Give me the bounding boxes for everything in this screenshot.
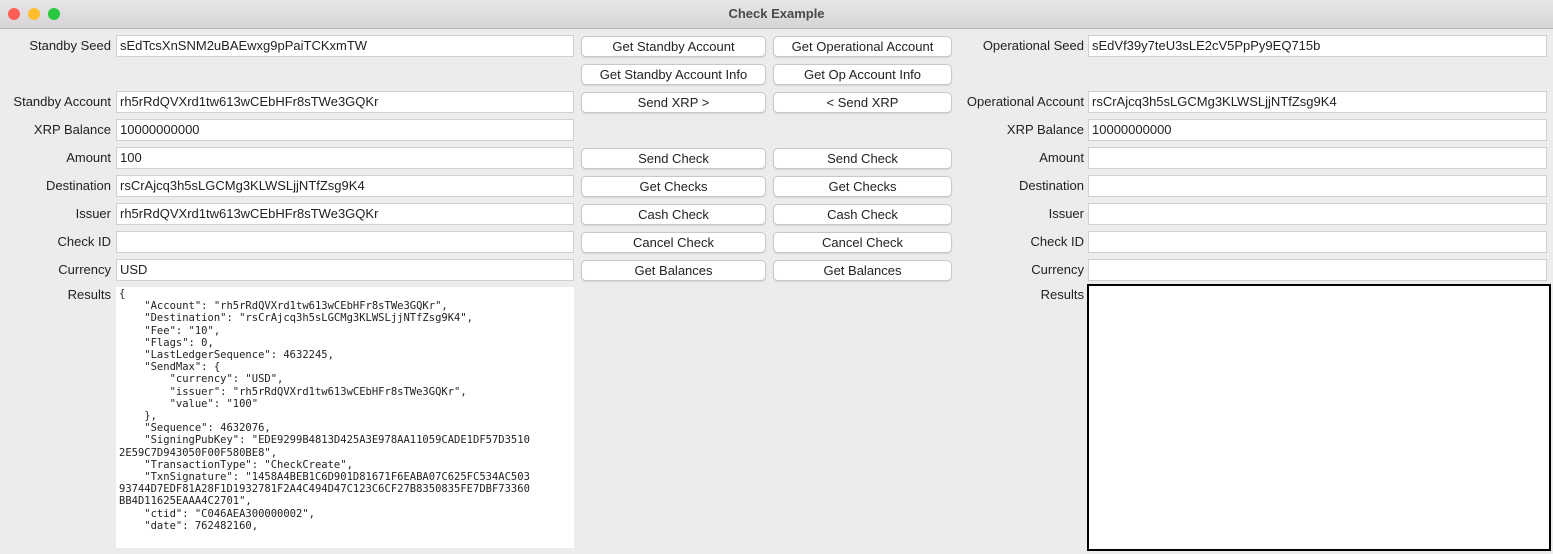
standby-checkid-label: Check ID [57,234,111,249]
op-get-balances-button[interactable]: Get Balances [773,260,952,281]
standby-currency-label: Currency [58,262,111,277]
minimize-window-button[interactable] [28,8,40,20]
operational-account-input[interactable]: rsCrAjcq3h5sLGCMg3KLWSLjjNTfZsg9K4 [1088,91,1547,113]
operational-destination-input[interactable] [1088,175,1547,197]
close-window-button[interactable] [8,8,20,20]
operational-seed-input[interactable]: sEdVf39y7teU3sLE2cV5PpPy9EQ715b [1088,35,1547,57]
sb-cancel-check-button[interactable]: Cancel Check [581,232,766,253]
window-title: Check Example [728,6,825,21]
operational-issuer-label: Issuer [1048,206,1084,221]
send-xrp-left-button[interactable]: < Send XRP [773,92,952,113]
operational-checkid-input[interactable] [1088,231,1547,253]
standby-destination-input[interactable]: rsCrAjcq3h5sLGCMg3KLWSLjjNTfZsg9K4 [116,175,574,197]
standby-account-input[interactable]: rh5rRdQVXrd1tw613wCEbHFr8sTWe3GQKr [116,91,574,113]
operational-amount-input[interactable] [1088,147,1547,169]
sb-get-checks-button[interactable]: Get Checks [581,176,766,197]
op-send-check-button[interactable]: Send Check [773,148,952,169]
standby-currency-input[interactable]: USD [116,259,574,281]
operational-balance-label: XRP Balance [1006,122,1084,137]
standby-destination-label: Destination [45,178,111,193]
operational-currency-input[interactable] [1088,259,1547,281]
op-get-checks-button[interactable]: Get Checks [773,176,952,197]
standby-account-label: Standby Account [13,94,111,109]
standby-seed-label: Standby Seed [29,38,111,53]
operational-currency-label: Currency [1031,262,1084,277]
standby-issuer-input[interactable]: rh5rRdQVXrd1tw613wCEbHFr8sTWe3GQKr [116,203,574,225]
operational-checkid-label: Check ID [1030,234,1084,249]
operational-destination-label: Destination [1018,178,1084,193]
operational-amount-label: Amount [1039,150,1084,165]
standby-balance-input[interactable]: 10000000000 [116,119,574,141]
get-op-info-button[interactable]: Get Op Account Info [773,64,952,85]
send-xrp-right-button[interactable]: Send XRP > [581,92,766,113]
operational-seed-label: Operational Seed [982,38,1084,53]
standby-seed-input[interactable]: sEdTcsXnSNM2uBAEwxg9pPaiTCKxmTW [116,35,574,57]
operational-issuer-input[interactable] [1088,203,1547,225]
op-cancel-check-button[interactable]: Cancel Check [773,232,952,253]
get-operational-account-button[interactable]: Get Operational Account [773,36,952,57]
standby-balance-label: XRP Balance [33,122,111,137]
sb-send-check-button[interactable]: Send Check [581,148,766,169]
get-standby-info-button[interactable]: Get Standby Account Info [581,64,766,85]
standby-checkid-input[interactable] [116,231,574,253]
standby-amount-label: Amount [66,150,111,165]
standby-issuer-label: Issuer [75,206,111,221]
operational-results-textarea[interactable] [1087,284,1551,551]
op-cash-check-button[interactable]: Cash Check [773,204,952,225]
operational-balance-input[interactable]: 10000000000 [1088,119,1547,141]
operational-results-label: Results [1040,287,1084,302]
standby-amount-input[interactable]: 100 [116,147,574,169]
title-bar: Check Example [0,0,1553,29]
operational-account-label: Operational Account [966,94,1084,109]
sb-get-balances-button[interactable]: Get Balances [581,260,766,281]
standby-results-label: Results [67,287,111,302]
get-standby-account-button[interactable]: Get Standby Account [581,36,766,57]
standby-results-textarea[interactable]: { "Account": "rh5rRdQVXrd1tw613wCEbHFr8s… [116,287,574,548]
zoom-window-button[interactable] [48,8,60,20]
sb-cash-check-button[interactable]: Cash Check [581,204,766,225]
